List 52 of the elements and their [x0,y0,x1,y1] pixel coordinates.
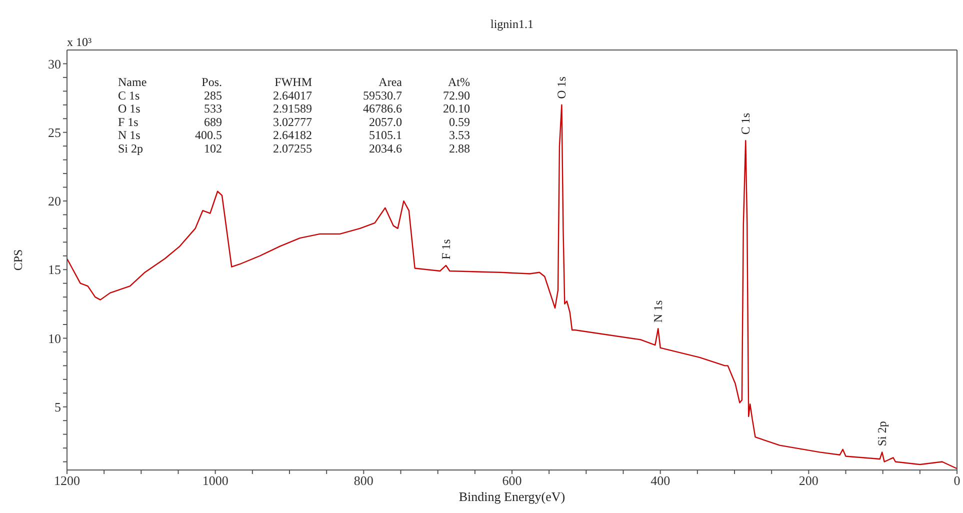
y-tick-label: 20 [48,194,61,209]
x-tick-label: 800 [354,473,374,488]
y-tick-label: 30 [48,56,61,72]
y-tick-label: 15 [48,262,61,278]
annotation: C 1s [738,112,753,135]
annotation: 2034.6 [369,142,402,156]
annotation: N 1s [651,300,666,323]
annotation: 3.02777 [273,114,312,129]
y-tick-label: 10 [48,330,61,346]
annotation: 2.64182 [273,128,312,142]
annotation: 285 [204,88,222,102]
chart-title: lignin1.1 [490,17,534,31]
annotation: O 1s [554,76,569,99]
annotation: 2.64017 [273,88,312,102]
annotation: Name [118,75,147,89]
annotation: 3.53 [449,128,470,142]
annotation: 46786.6 [363,102,402,116]
annotation: 72.90 [443,88,470,102]
annotation: F 1s [438,238,453,260]
x-axis-title: Binding Energy(eV) [458,489,566,504]
annotation: Area [378,75,403,89]
annotation: 400.5 [195,128,222,142]
annotation: 59530.7 [363,88,402,102]
y-tick-label: 5 [54,399,61,414]
x-tick-label: 1000 [202,473,228,488]
annotation: Pos. [202,75,222,89]
annotation: 689 [204,114,222,129]
annotation: 2.91589 [273,102,312,116]
annotation: F 1s [118,114,139,129]
annotation: 102 [204,142,222,156]
annotation: N 1s [118,128,141,142]
x-tick-label: 200 [798,473,818,488]
x-tick-label: 1200 [54,473,80,488]
annotation: 2057.0 [369,114,402,129]
annotation: 533 [204,102,222,116]
annotation: 0.59 [449,114,470,129]
annotation: C 1s [118,88,140,102]
y-tick-label: 25 [48,124,61,140]
annotation: At% [448,75,470,89]
annotation: Si 2p [875,421,890,446]
annotation: Si 2p [118,142,144,156]
x-tick-label: 0 [954,473,960,488]
annotation: 2.88 [449,142,470,156]
x-tick-label: 600 [502,473,522,488]
text: x 10³ [67,35,92,49]
annotation: FWHM [274,75,312,89]
x-tick-label: 400 [650,473,670,488]
y-axis-title: CPS [11,249,25,271]
annotation: O 1s [118,102,141,116]
annotation: 20.10 [443,102,470,116]
annotation: 2.07255 [273,142,312,156]
annotation: 5105.1 [369,128,402,142]
